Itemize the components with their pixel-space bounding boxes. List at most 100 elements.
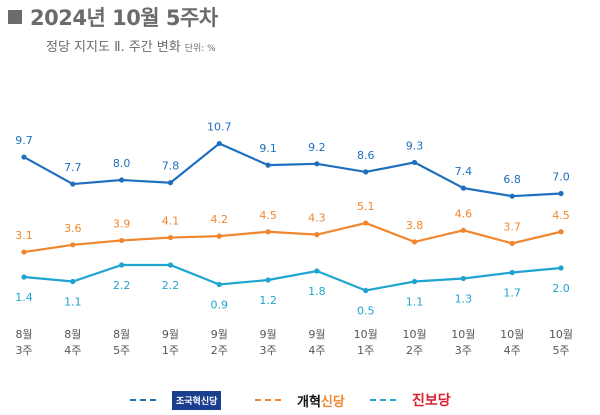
x-tick-label: 4주 (308, 344, 325, 357)
data-label: 7.0 (552, 171, 570, 184)
data-label: 4.6 (455, 207, 473, 220)
data-label: 2.2 (113, 279, 131, 292)
data-point (314, 232, 320, 238)
data-label: 7.8 (162, 160, 180, 173)
x-tick-label: 9월 (211, 328, 228, 341)
data-point (119, 237, 125, 244)
series-line-1 (23, 142, 562, 198)
data-label: 0.5 (357, 305, 375, 318)
x-tick-label: 5주 (552, 344, 569, 357)
data-point (265, 162, 271, 168)
data-point (363, 169, 369, 175)
x-tick-label: 3주 (260, 344, 277, 357)
x-tick-label: 10월 (451, 328, 475, 341)
legend-logo-2: 개혁신당 (297, 391, 345, 410)
data-label: 9.1 (259, 142, 277, 155)
data-point (460, 275, 466, 282)
square-bullet-icon (8, 10, 22, 24)
data-point (509, 269, 515, 276)
data-label: 1.2 (259, 294, 277, 307)
legend-item-2: 개혁신당 (255, 389, 345, 411)
logo-part-2: 신당 (320, 394, 345, 410)
legend-line-2 (255, 399, 281, 401)
line-chart: 9.7 7.7 8.0 7.8 10.7 9.1 9.2 8.6 9.3 7.4 6.8 7.0 3.1… (15, 121, 573, 357)
data-point (70, 242, 76, 248)
x-tick-label: 3주 (455, 344, 472, 357)
data-label: 2.0 (552, 282, 570, 295)
data-label: 8.6 (357, 149, 375, 162)
x-tick-label: 8월 (64, 328, 81, 341)
data-point (70, 181, 76, 187)
data-label: 10.7 (207, 121, 232, 134)
legend-logo-1: 조국혁신당 (172, 390, 222, 410)
data-point (265, 277, 271, 283)
data-point (363, 287, 369, 294)
data-point (167, 262, 174, 268)
data-point (167, 180, 174, 186)
data-point (216, 233, 222, 239)
title-text: 2024년 10월 5주차 (30, 6, 218, 30)
data-label: 4.5 (552, 209, 570, 222)
x-tick-label: 5주 (113, 344, 130, 357)
legend-logo-3: 진보당 (412, 393, 451, 409)
data-label: 4.2 (211, 213, 229, 226)
data-label: 3.7 (503, 220, 521, 233)
data-point (411, 239, 418, 245)
data-label: 0.9 (211, 299, 229, 312)
data-point (21, 154, 27, 160)
data-point (411, 278, 418, 285)
legend-line-1 (130, 399, 156, 401)
data-label: 6.8 (503, 173, 521, 186)
data-point (265, 229, 271, 235)
data-label: 5.1 (357, 200, 375, 213)
data-point (216, 281, 222, 288)
data-label: 8.0 (113, 157, 131, 170)
data-label: 7.7 (64, 161, 82, 174)
data-point (460, 227, 466, 233)
data-point (558, 229, 564, 235)
page-title: 2024년 10월 5주차 (8, 2, 218, 32)
data-point (21, 274, 27, 280)
data-label: 2.2 (162, 279, 180, 292)
data-label: 7.4 (455, 165, 473, 178)
x-tick-label: 8월 (113, 328, 130, 341)
data-point (119, 262, 125, 268)
x-tick-label: 1주 (357, 344, 374, 357)
data-point (314, 161, 320, 167)
x-tick-label: 8월 (15, 328, 32, 341)
legend-item-1: 조국혁신당 (130, 389, 222, 411)
data-point (21, 249, 27, 255)
subtitle-text: 정당 지지도 Ⅱ. 주간 변화 (46, 40, 181, 55)
x-tick-label: 4주 (504, 344, 521, 357)
data-label: 9.7 (15, 134, 33, 147)
x-tick-label: 10월 (354, 328, 378, 341)
data-label: 3.6 (64, 222, 82, 235)
data-point (558, 265, 564, 271)
data-label: 9.3 (406, 139, 424, 152)
series-line-3 (23, 263, 562, 292)
legend-line-3 (370, 399, 396, 401)
data-label: 4.3 (308, 212, 326, 225)
data-label: 3.8 (406, 219, 424, 232)
chart-subtitle: 정당 지지도 Ⅱ. 주간 변화 단위: % (46, 36, 216, 55)
unit-label: 단위: % (184, 44, 216, 54)
x-tick-label: 3주 (15, 344, 32, 357)
data-label: 1.8 (308, 285, 326, 298)
data-point (363, 220, 369, 226)
data-point (558, 190, 564, 197)
legend-item-3: 진보당 (370, 389, 451, 411)
x-tick-label: 1주 (162, 344, 179, 357)
data-point (167, 234, 174, 241)
x-tick-label: 2주 (211, 344, 228, 357)
x-tick-label: 4주 (64, 344, 81, 357)
x-tick-label: 10월 (500, 328, 524, 341)
x-tick-label: 2주 (406, 344, 423, 357)
data-label: 3.9 (113, 217, 131, 230)
data-label: 4.5 (259, 209, 277, 222)
data-point (314, 268, 320, 274)
x-tick-label: 9월 (260, 328, 277, 341)
data-point (460, 185, 466, 191)
data-point (509, 193, 515, 199)
x-tick-label: 9월 (308, 328, 325, 341)
